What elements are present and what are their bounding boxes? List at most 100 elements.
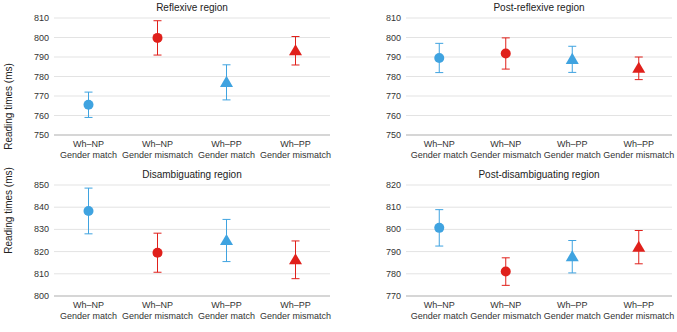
label-line: Gender mismatch (470, 311, 541, 321)
error-cap (292, 240, 300, 241)
grid-line (54, 207, 330, 208)
grid-line (406, 115, 672, 116)
grid-line (406, 135, 672, 136)
tick-label: 800 (386, 33, 401, 43)
point (153, 33, 163, 43)
point (289, 44, 302, 55)
grid-line (406, 296, 672, 297)
tick-label: 790 (34, 52, 49, 62)
error-cap (568, 46, 576, 47)
category-label: Wh–PPGender match (544, 139, 601, 160)
label-line: Gender mismatch (603, 150, 674, 160)
category-label: Wh–NPGender mismatch (470, 139, 541, 160)
point (220, 234, 233, 245)
category-label: Wh–NPGender match (60, 300, 117, 321)
point (501, 48, 511, 58)
grid-line (406, 57, 672, 58)
label-line: Gender match (544, 150, 601, 160)
category-label: Wh–PPGender mismatch (603, 139, 674, 160)
grid-line (54, 135, 330, 136)
error-cap (154, 55, 162, 56)
category-label: Wh–NPGender mismatch (122, 300, 193, 321)
grid-line (406, 37, 672, 38)
tick-label: 820 (34, 247, 49, 257)
grid-line (54, 229, 330, 230)
label-line: Gender match (411, 150, 468, 160)
tick-label: 800 (34, 291, 49, 301)
error-cap (85, 188, 93, 189)
label-line: Gender match (411, 311, 468, 321)
label-line: Wh–PP (211, 139, 242, 149)
label-line: Gender mismatch (122, 311, 193, 321)
tick-label: 790 (386, 52, 401, 62)
label-line: Wh–PP (557, 300, 588, 310)
error-cap (292, 278, 300, 279)
tick-label: 810 (386, 13, 401, 23)
error-cap (435, 43, 443, 44)
grid-line (54, 18, 330, 19)
error-bar (435, 43, 443, 72)
grid-line (406, 76, 672, 77)
point (434, 223, 444, 233)
grid-line (406, 207, 672, 208)
figure: 750760770780790800810Reflexive regionRea… (0, 0, 677, 332)
error-cap (502, 285, 510, 286)
error-cap (154, 233, 162, 234)
label-line: Wh–PP (623, 139, 654, 149)
tick-label: 790 (386, 247, 401, 257)
point (84, 206, 94, 216)
error-cap (635, 79, 643, 80)
tick-label: 780 (386, 269, 401, 279)
error-cap (223, 99, 231, 100)
category-label: Wh–PPGender match (198, 139, 255, 160)
error-bar (502, 258, 510, 286)
label-line: Wh–PP (623, 300, 654, 310)
grid-line (54, 273, 330, 274)
error-cap (435, 209, 443, 210)
category-label: Wh–NPGender match (60, 139, 117, 160)
error-cap (568, 240, 576, 241)
label-line: Wh–PP (211, 300, 242, 310)
title: Post-reflexive region (493, 2, 584, 13)
grid-line (406, 18, 672, 19)
error-cap (292, 36, 300, 37)
error-cap (435, 246, 443, 247)
grid-line (54, 296, 330, 297)
error-cap (635, 57, 643, 58)
error-cap (223, 64, 231, 65)
label-line: Wh–NP (142, 300, 173, 310)
category-label: Wh–NPGender mismatch (470, 300, 541, 321)
point (220, 76, 233, 87)
error-cap (568, 272, 576, 273)
point (289, 253, 302, 264)
tick-label: 760 (34, 111, 49, 121)
tick-label: 770 (386, 91, 401, 101)
label-line: Wh–NP (73, 300, 104, 310)
panel: 800810820830840850Disambiguating regionR… (3, 167, 331, 321)
category-label: Wh–PPGender match (198, 300, 255, 321)
label-line: Wh–PP (557, 139, 588, 149)
grid-line (406, 229, 672, 230)
label-line: Gender match (198, 311, 255, 321)
error-cap (502, 257, 510, 258)
tick-label: 810 (34, 13, 49, 23)
point (632, 62, 645, 73)
label-line: Gender mismatch (260, 311, 331, 321)
label-line: Wh–PP (280, 300, 311, 310)
grid-line (406, 185, 672, 186)
label-line: Gender match (60, 150, 117, 160)
tick-label: 830 (34, 224, 49, 234)
x-axis (54, 296, 330, 297)
tick-label: 810 (386, 202, 401, 212)
error-bar (154, 233, 162, 272)
error-cap (635, 263, 643, 264)
label-line: Wh–NP (73, 139, 104, 149)
label-line: Wh–NP (424, 139, 455, 149)
error-cap (223, 219, 231, 220)
point (84, 100, 94, 110)
error-bar (85, 188, 93, 234)
tick-label: 820 (386, 180, 401, 190)
label-line: Gender mismatch (603, 311, 674, 321)
tick-label: 780 (34, 72, 49, 82)
label-line: Gender match (60, 311, 117, 321)
